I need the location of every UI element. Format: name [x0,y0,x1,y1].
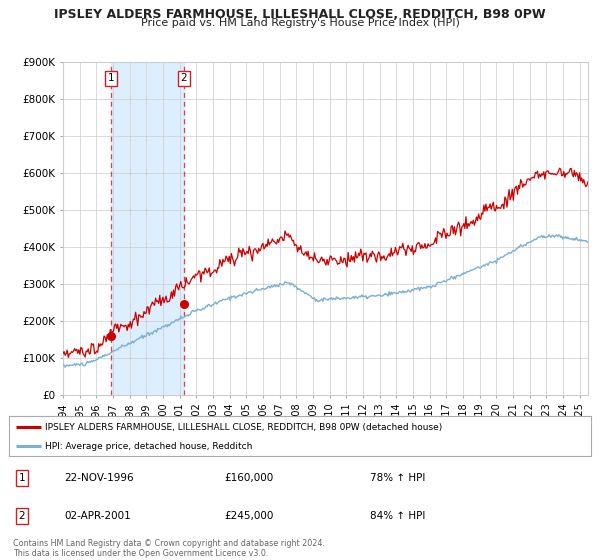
Text: 1: 1 [108,73,115,83]
Text: 2: 2 [19,511,25,521]
Text: This data is licensed under the Open Government Licence v3.0.: This data is licensed under the Open Gov… [13,549,269,558]
Text: 2: 2 [181,73,187,83]
Text: Price paid vs. HM Land Registry's House Price Index (HPI): Price paid vs. HM Land Registry's House … [140,18,460,29]
Text: 22-NOV-1996: 22-NOV-1996 [64,473,134,483]
Bar [112,62,184,395]
Text: £160,000: £160,000 [224,473,274,483]
Text: IPSLEY ALDERS FARMHOUSE, LILLESHALL CLOSE, REDDITCH, B98 0PW: IPSLEY ALDERS FARMHOUSE, LILLESHALL CLOS… [54,8,546,21]
Text: IPSLEY ALDERS FARMHOUSE, LILLESHALL CLOSE, REDDITCH, B98 0PW (detached house): IPSLEY ALDERS FARMHOUSE, LILLESHALL CLOS… [45,423,442,432]
Text: £245,000: £245,000 [224,511,274,521]
Text: 02-APR-2001: 02-APR-2001 [64,511,131,521]
Text: 1: 1 [19,473,25,483]
Text: 78% ↑ HPI: 78% ↑ HPI [370,473,425,483]
Text: Contains HM Land Registry data © Crown copyright and database right 2024.: Contains HM Land Registry data © Crown c… [13,539,325,548]
Text: 84% ↑ HPI: 84% ↑ HPI [370,511,425,521]
Text: HPI: Average price, detached house, Redditch: HPI: Average price, detached house, Redd… [45,442,253,451]
